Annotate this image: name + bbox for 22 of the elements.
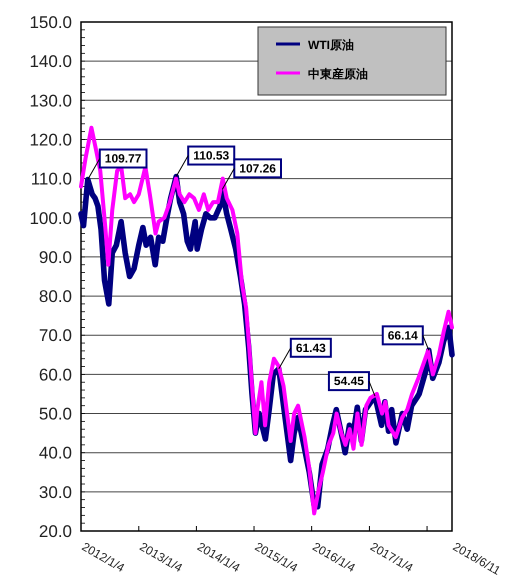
- y-tick-label: 150.0: [29, 13, 72, 32]
- y-tick-label: 20.0: [38, 522, 72, 541]
- annotation: 110.53: [193, 148, 230, 163]
- legend-label: 中東産原油: [308, 67, 368, 81]
- y-tick-label: 120.0: [29, 130, 72, 150]
- y-tick-label: 40.0: [38, 444, 72, 463]
- legend-label: WTI原油: [308, 38, 354, 52]
- y-tick-label: 50.0: [38, 404, 72, 424]
- annotation: 66.14: [388, 328, 418, 342]
- y-tick-label: 80.0: [38, 287, 72, 306]
- annotation: 54.45: [334, 374, 364, 388]
- y-tick-label: 110.0: [30, 170, 72, 189]
- y-tick-label: 140.0: [29, 52, 72, 72]
- annotation: 61.43: [296, 340, 326, 355]
- y-tick-label: 100.0: [29, 208, 72, 228]
- annotation: 107.26: [239, 161, 276, 176]
- y-tick-label: 60.0: [38, 365, 72, 384]
- y-tick-label: 90.0: [38, 248, 72, 267]
- y-tick-label: 30.0: [38, 482, 72, 502]
- y-tick-label: 70.0: [38, 326, 72, 346]
- y-tick-label: 130.0: [29, 91, 72, 110]
- annotation: 109.77: [104, 152, 142, 166]
